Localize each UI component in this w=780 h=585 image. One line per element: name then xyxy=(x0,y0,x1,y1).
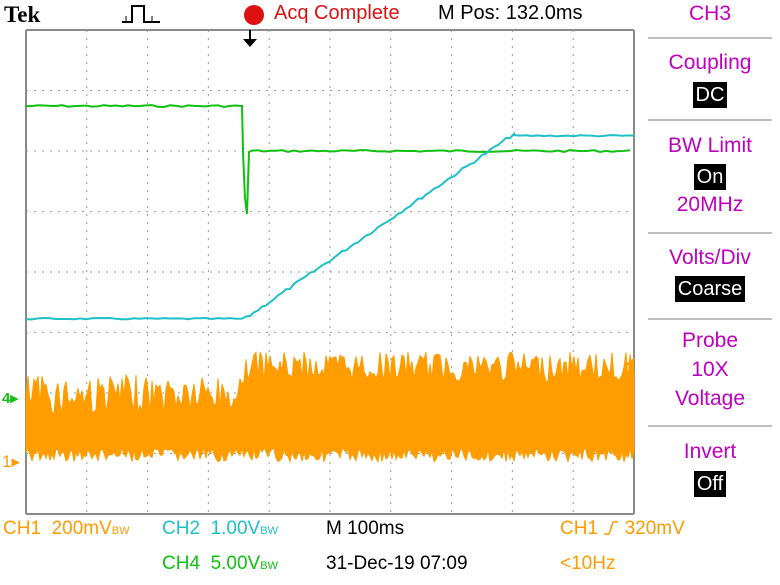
acq-status-icon xyxy=(244,5,264,25)
ch4-readout: CH4 5.00VBW xyxy=(162,553,278,574)
bw-limit-value: On xyxy=(640,164,780,190)
ch1-marker: 1▸ xyxy=(2,452,21,471)
horizontal-position: M Pos: 132.0ms xyxy=(438,2,583,24)
coupling-value: DC xyxy=(640,82,780,108)
menu-divider xyxy=(648,425,772,427)
trigger-level-icon xyxy=(626,358,634,370)
timebase-readout: M 100ms xyxy=(326,518,405,539)
volts-div-label: Volts/Div xyxy=(669,246,751,269)
ch1-trace xyxy=(25,351,635,464)
rising-edge-icon xyxy=(604,521,619,535)
invert-label: Invert xyxy=(683,440,737,463)
ch2-readout: CH2 1.00VBW xyxy=(162,518,278,539)
channel-menu: CH3 Coupling DC BW Limit On 20MHz Volts/… xyxy=(640,0,780,585)
probe-type: Voltage xyxy=(674,387,746,410)
menu-divider xyxy=(648,232,772,234)
bw-limit-frequency: 20MHz xyxy=(676,193,744,216)
datetime-readout: 31-Dec-19 07:09 xyxy=(326,553,468,574)
ch2-trace xyxy=(25,131,635,321)
trigger-readout: CH1 320mV xyxy=(560,518,685,539)
ch4-trace xyxy=(25,104,631,215)
frequency-readout: <10Hz xyxy=(560,553,616,574)
acq-status: Acq Complete xyxy=(274,2,400,24)
bw-limit-label: BW Limit xyxy=(668,134,752,157)
trigger-mode-icon xyxy=(122,5,160,23)
coupling-label: Coupling xyxy=(668,51,752,74)
invert-value: Off xyxy=(640,471,780,497)
menu-divider xyxy=(648,119,772,121)
ch4-marker: 4▸ xyxy=(2,390,18,407)
probe-label: Probe xyxy=(681,329,739,352)
volts-div-value: Coarse xyxy=(640,276,780,302)
brand-logo: Tek xyxy=(4,2,41,27)
menu-divider xyxy=(648,318,772,320)
menu-channel-title: CH3 xyxy=(688,2,731,25)
ch1-readout: CH1 200mVBW xyxy=(3,518,130,539)
trigger-position-icon xyxy=(243,30,257,47)
waveform-display xyxy=(25,29,635,515)
menu-divider xyxy=(648,37,772,39)
probe-ratio: 10X xyxy=(691,358,729,381)
